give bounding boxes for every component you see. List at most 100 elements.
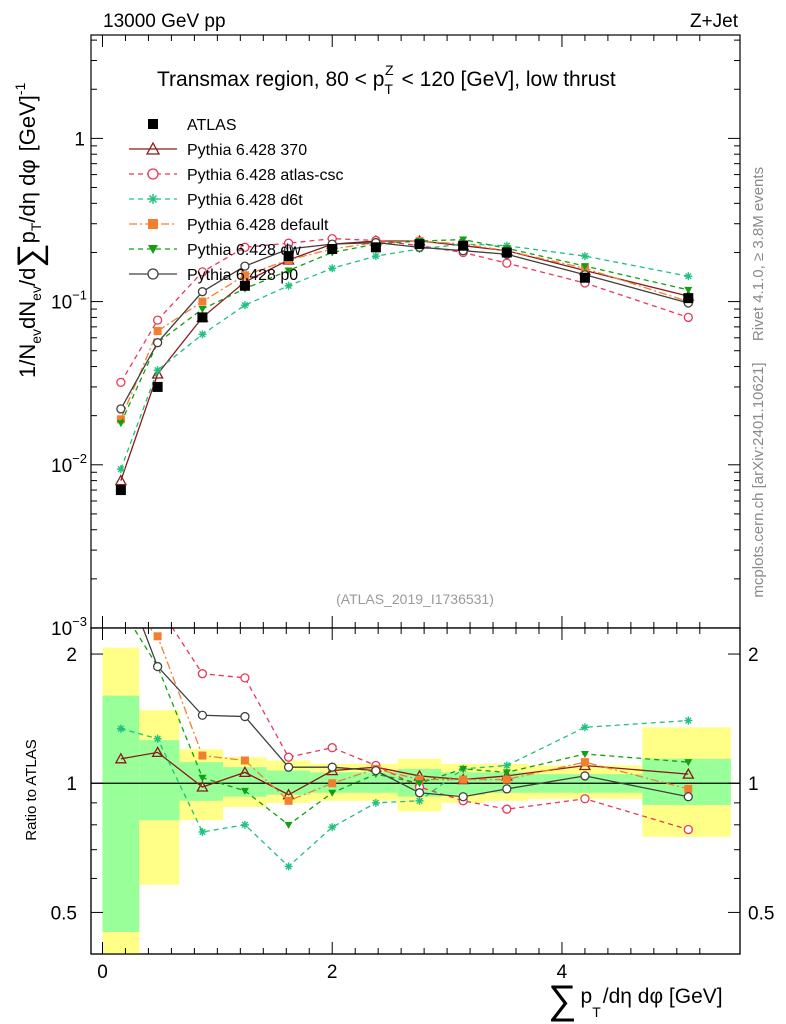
ratio-ytick-label-right: 2 bbox=[748, 645, 759, 666]
ratio-point-pythia-6-428-p0 bbox=[283, 762, 294, 772]
ratio-point-pythia-6-428-d6t bbox=[284, 862, 293, 871]
main-point-pythia-6-428-p0 bbox=[197, 287, 208, 297]
ratio-point-pythia-6-428-p0 bbox=[197, 710, 208, 720]
main-point-atlas bbox=[115, 485, 126, 496]
band-inner bbox=[102, 695, 140, 933]
ratio-point-pythia-6-428-atlas-csc bbox=[683, 824, 693, 835]
main-point-pythia-6-428-atlas-csc bbox=[683, 312, 693, 323]
ratio-point-pythia-6-428-d6t bbox=[328, 823, 337, 832]
main-point-atlas bbox=[683, 293, 694, 304]
rivet-version-label: Rivet 4.1.0, ≥ 3.8M events bbox=[750, 167, 767, 341]
legend-label: Pythia 6.428 atlas-csc bbox=[187, 167, 344, 184]
legend-marker bbox=[148, 194, 158, 204]
mcplots-label: mcplots.cern.ch [arXiv:2401.10621] bbox=[750, 362, 767, 597]
ratio-point-pythia-6-428-atlas-csc bbox=[197, 669, 208, 679]
band-inner bbox=[179, 762, 224, 801]
reference-label: (ATLAS_2019_I1736531) bbox=[336, 591, 494, 607]
ratio-point-pythia-6-428-p0 bbox=[458, 792, 468, 802]
main-point-pythia-6-428-atlas-csc bbox=[197, 267, 208, 277]
legend: ATLAS Pythia 6.428 370 Pythia 6.428 atlas-… bbox=[129, 117, 344, 284]
band-inner bbox=[354, 772, 398, 793]
ratio-point-pythia-6-428-370 bbox=[238, 766, 252, 778]
main-point-atlas bbox=[458, 240, 469, 251]
ratio-point-pythia-6-428-default bbox=[328, 779, 337, 788]
ratio-point-pythia-6-428-d6t bbox=[240, 820, 249, 829]
legend-marker bbox=[148, 245, 158, 254]
main-point-pythia-6-428-d6t bbox=[153, 366, 162, 375]
main-line-pythia-6-428-d6t bbox=[120, 243, 689, 470]
main-point-pythia-6-428-d6t bbox=[580, 252, 589, 261]
ratio-xtick-label: 0 bbox=[97, 962, 108, 983]
ratio-point-pythia-6-428-dw bbox=[502, 769, 511, 777]
legend-label: Pythia 6.428 default bbox=[187, 217, 329, 234]
legend-marker bbox=[145, 141, 161, 155]
ratio-series-group bbox=[114, 628, 695, 871]
ratio-point-pythia-6-428-p0 bbox=[580, 771, 590, 781]
main-point-pythia-6-428-default bbox=[153, 327, 162, 336]
ratio-point-pythia-6-428-d6t bbox=[684, 716, 693, 725]
ratio-point-pythia-6-428-atlas-csc bbox=[240, 673, 250, 683]
ratio-point-pythia-6-428-dw bbox=[415, 780, 424, 788]
ratio-point-pythia-6-428-p0 bbox=[371, 765, 381, 776]
ratio-point-pythia-6-428-dw bbox=[240, 787, 249, 795]
main-point-pythia-6-428-dw bbox=[284, 267, 293, 275]
main-point-atlas bbox=[283, 251, 294, 262]
ratio-point-pythia-6-428-default bbox=[684, 784, 693, 793]
main-point-pythia-6-428-d6t bbox=[198, 330, 207, 339]
ratio-point-pythia-6-428-default bbox=[153, 632, 162, 641]
main-ytick-label: 10−3 bbox=[51, 614, 87, 640]
main-point-atlas bbox=[414, 239, 425, 250]
main-point-pythia-6-428-370 bbox=[114, 474, 127, 486]
ratio-point-pythia-6-428-d6t bbox=[153, 734, 162, 743]
ratio-point-pythia-6-428-dw bbox=[198, 774, 207, 782]
main-line-pythia-6-428-dw bbox=[120, 238, 689, 424]
legend-marker bbox=[147, 168, 159, 180]
main-point-atlas bbox=[579, 272, 590, 283]
ratio-ytick-label-left: 2 bbox=[66, 645, 77, 666]
main-point-pythia-6-428-p0 bbox=[116, 404, 126, 414]
main-point-pythia-6-428-370 bbox=[151, 367, 164, 379]
main-line-pythia-6-428-atlas-csc bbox=[120, 238, 689, 383]
ratio-point-pythia-6-428-d6t bbox=[116, 724, 125, 733]
main-point-pythia-6-428-d6t bbox=[116, 465, 125, 474]
ratio-point-pythia-6-428-atlas-csc bbox=[580, 794, 590, 804]
main-point-pythia-6-428-atlas-csc bbox=[152, 315, 163, 325]
main-point-pythia-6-428-dw bbox=[684, 286, 693, 294]
legend-marker bbox=[148, 119, 158, 129]
legend-entry-pythia-6-428-atlas-csc: Pythia 6.428 atlas-csc bbox=[129, 167, 344, 184]
ratio-point-pythia-6-428-default bbox=[459, 775, 468, 784]
legend-entry-atlas: ATLAS bbox=[148, 117, 237, 134]
main-point-pythia-6-428-default bbox=[198, 297, 207, 306]
band-inner bbox=[139, 740, 180, 821]
main-point-atlas bbox=[239, 280, 250, 291]
ratio-point-pythia-6-428-dw bbox=[328, 789, 337, 797]
ratio-point-pythia-6-428-d6t bbox=[415, 796, 424, 805]
main-point-pythia-6-428-p0 bbox=[152, 338, 163, 348]
main-point-pythia-6-428-default bbox=[240, 271, 249, 280]
ratio-point-pythia-6-428-p0 bbox=[240, 711, 250, 722]
main-point-pythia-6-428-p0 bbox=[240, 261, 250, 271]
main-point-pythia-6-428-d6t bbox=[240, 301, 249, 310]
ratio-point-pythia-6-428-d6t bbox=[198, 827, 207, 836]
ratio-point-pythia-6-428-default bbox=[580, 758, 589, 767]
process-label: Z+Jet bbox=[690, 11, 739, 32]
legend-entry-pythia-6-428-d6t: Pythia 6.428 d6t bbox=[129, 192, 303, 209]
ratio-point-pythia-6-428-atlas-csc bbox=[327, 743, 337, 753]
main-point-pythia-6-428-atlas-csc bbox=[240, 242, 250, 252]
ratio-point-pythia-6-428-p0 bbox=[327, 762, 337, 772]
ratio-line-pythia-6-428-default bbox=[148, 628, 689, 802]
ratio-point-pythia-6-428-atlas-csc bbox=[283, 752, 294, 762]
main-series-group bbox=[114, 234, 695, 496]
ratio-line-pythia-6-428-d6t bbox=[120, 719, 689, 868]
ratio-point-pythia-6-428-370 bbox=[682, 767, 695, 779]
ratio-point-pythia-6-428-dw bbox=[284, 821, 293, 829]
ratio-ytick-label-right: 1 bbox=[748, 774, 759, 795]
legend-entry-pythia-6-428-p0: Pythia 6.428 p0 bbox=[129, 267, 298, 284]
main-ylabel: 1/NevdNev/d∑pT/dη dφ[GeV]-1 bbox=[11, 82, 49, 378]
legend-entry-pythia-6-428-370: Pythia 6.428 370 bbox=[129, 141, 307, 159]
ratio-point-pythia-6-428-default bbox=[284, 796, 293, 805]
ratio-point-pythia-6-428-p0 bbox=[414, 788, 425, 798]
ratio-point-pythia-6-428-default bbox=[240, 756, 249, 765]
ratio-ytick-label-right: 0.5 bbox=[748, 903, 774, 924]
